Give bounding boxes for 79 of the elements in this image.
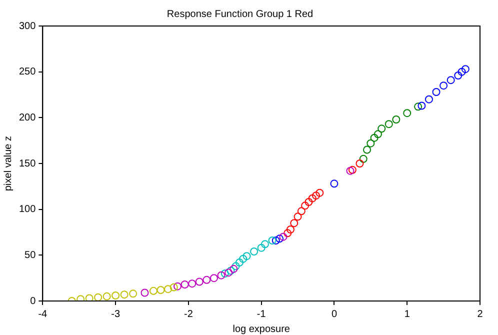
point [250, 248, 258, 256]
x-axis-title: log exposure [232, 324, 290, 335]
point [461, 65, 470, 74]
point [149, 286, 158, 295]
point [432, 88, 440, 96]
y-tick-label: 200 [18, 112, 36, 124]
y-axis-title: pixel value z [2, 136, 14, 192]
point [403, 109, 412, 118]
point [188, 280, 196, 288]
point [120, 290, 128, 299]
point [257, 244, 266, 252]
y-tick-label: 150 [18, 158, 36, 170]
point [418, 102, 426, 110]
point [330, 180, 338, 188]
point [174, 282, 182, 290]
point [195, 278, 204, 286]
y-tick-label: 50 [24, 250, 36, 261]
point [304, 198, 313, 206]
point [301, 202, 310, 210]
point [286, 226, 294, 234]
chart-title: Response Function Group 1 Red [166, 8, 314, 20]
point [85, 294, 94, 301]
point [366, 139, 375, 148]
point [378, 124, 386, 133]
x-tick-label: -4 [38, 308, 48, 320]
point [170, 283, 178, 292]
point [232, 262, 240, 270]
point [140, 288, 149, 297]
point [239, 254, 248, 263]
point [312, 192, 320, 200]
y-tick-label: 0 [30, 296, 36, 307]
point [268, 236, 276, 244]
point [392, 116, 400, 124]
x-tick-label: 1 [404, 308, 410, 320]
point [294, 212, 302, 221]
point [454, 72, 462, 80]
point [235, 258, 244, 266]
y-tick-label: 300 [18, 20, 36, 32]
point [217, 271, 226, 280]
point [424, 95, 433, 104]
point [290, 219, 298, 228]
point [446, 76, 455, 84]
point [272, 236, 280, 244]
point [180, 280, 189, 288]
point [102, 292, 111, 300]
point [356, 160, 364, 168]
point [374, 130, 382, 138]
point [242, 252, 251, 260]
point [276, 234, 284, 243]
point [220, 270, 229, 278]
point [414, 102, 422, 111]
point [230, 264, 238, 273]
point [384, 120, 393, 128]
x-tick-label: -2 [184, 308, 194, 320]
point [458, 68, 466, 76]
y-tick-label: 100 [18, 204, 36, 216]
point [284, 229, 292, 238]
point [297, 207, 306, 216]
point [363, 146, 372, 154]
point [94, 293, 102, 301]
point [210, 274, 218, 282]
point [129, 290, 138, 298]
point [76, 295, 85, 301]
point [440, 82, 448, 90]
x-tick-label: -3 [111, 308, 120, 320]
point [164, 285, 172, 294]
point [279, 232, 288, 241]
x-tick-label: -1 [256, 308, 266, 320]
y-tick-label: 250 [18, 66, 36, 78]
point [370, 134, 378, 142]
x-tick-label: 2 [477, 308, 484, 320]
x-tick-label: 0 [331, 308, 338, 320]
point [156, 286, 165, 294]
point [202, 276, 211, 284]
point [308, 194, 316, 202]
point [316, 188, 324, 197]
point [260, 240, 269, 248]
point [112, 292, 120, 300]
point [359, 154, 368, 163]
